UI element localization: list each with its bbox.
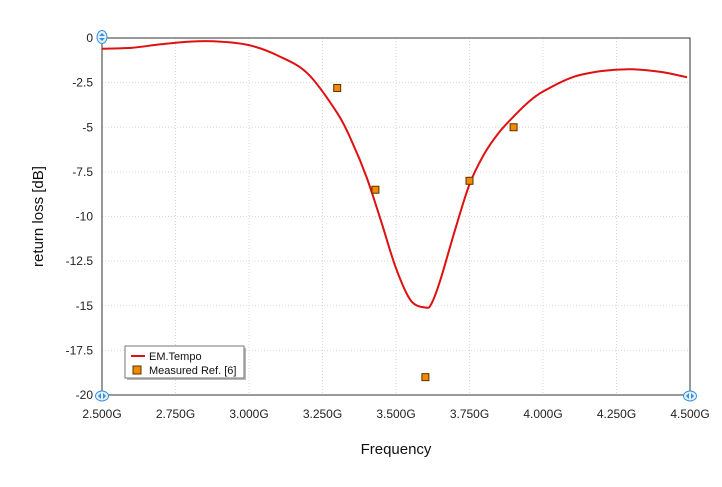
y-tick-label: -7.5 <box>72 165 93 179</box>
y-tick-label: -10 <box>76 210 94 224</box>
y-axis-title: return loss [dB] <box>30 166 47 267</box>
legend-entry-label: EM.Tempo <box>149 351 202 363</box>
x-tick-label: 4.000G <box>523 407 562 421</box>
y-tick-label: -20 <box>76 388 94 402</box>
y-tick-label: 0 <box>86 31 93 45</box>
x-axis-title: Frequency <box>361 441 432 458</box>
y-axis-top-handle-icon[interactable] <box>96 30 108 44</box>
legend-entry-label: Measured Ref. [6] <box>149 365 236 377</box>
x-tick-label: 3.250G <box>303 407 342 421</box>
measured-point <box>465 176 474 185</box>
plot-area-frame <box>101 37 691 396</box>
x-tick-label: 2.750G <box>156 407 195 421</box>
measured-point <box>371 185 380 194</box>
legend-box <box>124 345 245 379</box>
x-tick-label: 2.500G <box>82 407 121 421</box>
measured-point <box>333 83 342 92</box>
x-tick-label: 4.250G <box>597 407 636 421</box>
y-tick-label: -12.5 <box>66 254 94 268</box>
x-tick-label: 3.750G <box>450 407 489 421</box>
axis-handles <box>95 30 697 402</box>
y-tick-label: -15 <box>76 299 94 313</box>
legend-swatch-marker <box>132 365 142 375</box>
x-tick-label: 4.500G <box>670 407 709 421</box>
measured-point <box>421 373 430 382</box>
y-tick-label: -2.5 <box>72 76 93 90</box>
axis-origin-handle-icon[interactable] <box>95 390 109 402</box>
x-tick-label: 3.000G <box>229 407 268 421</box>
y-tick-label: -5 <box>82 120 93 134</box>
y-tick-label: -17.5 <box>66 343 94 357</box>
series-line-em-tempo <box>101 40 688 309</box>
legend: EM.Tempo Measured Ref. [6] <box>124 345 246 380</box>
series-layer <box>101 40 688 382</box>
axis-layer: 2.500G 2.750G 3.000G 3.250G 3.500G 3.750G 4.00… <box>66 31 710 421</box>
x-tick-label: 3.500G <box>376 407 415 421</box>
grid-layer <box>102 38 690 395</box>
x-axis-end-handle-icon[interactable] <box>683 390 697 402</box>
measured-point <box>509 123 518 132</box>
